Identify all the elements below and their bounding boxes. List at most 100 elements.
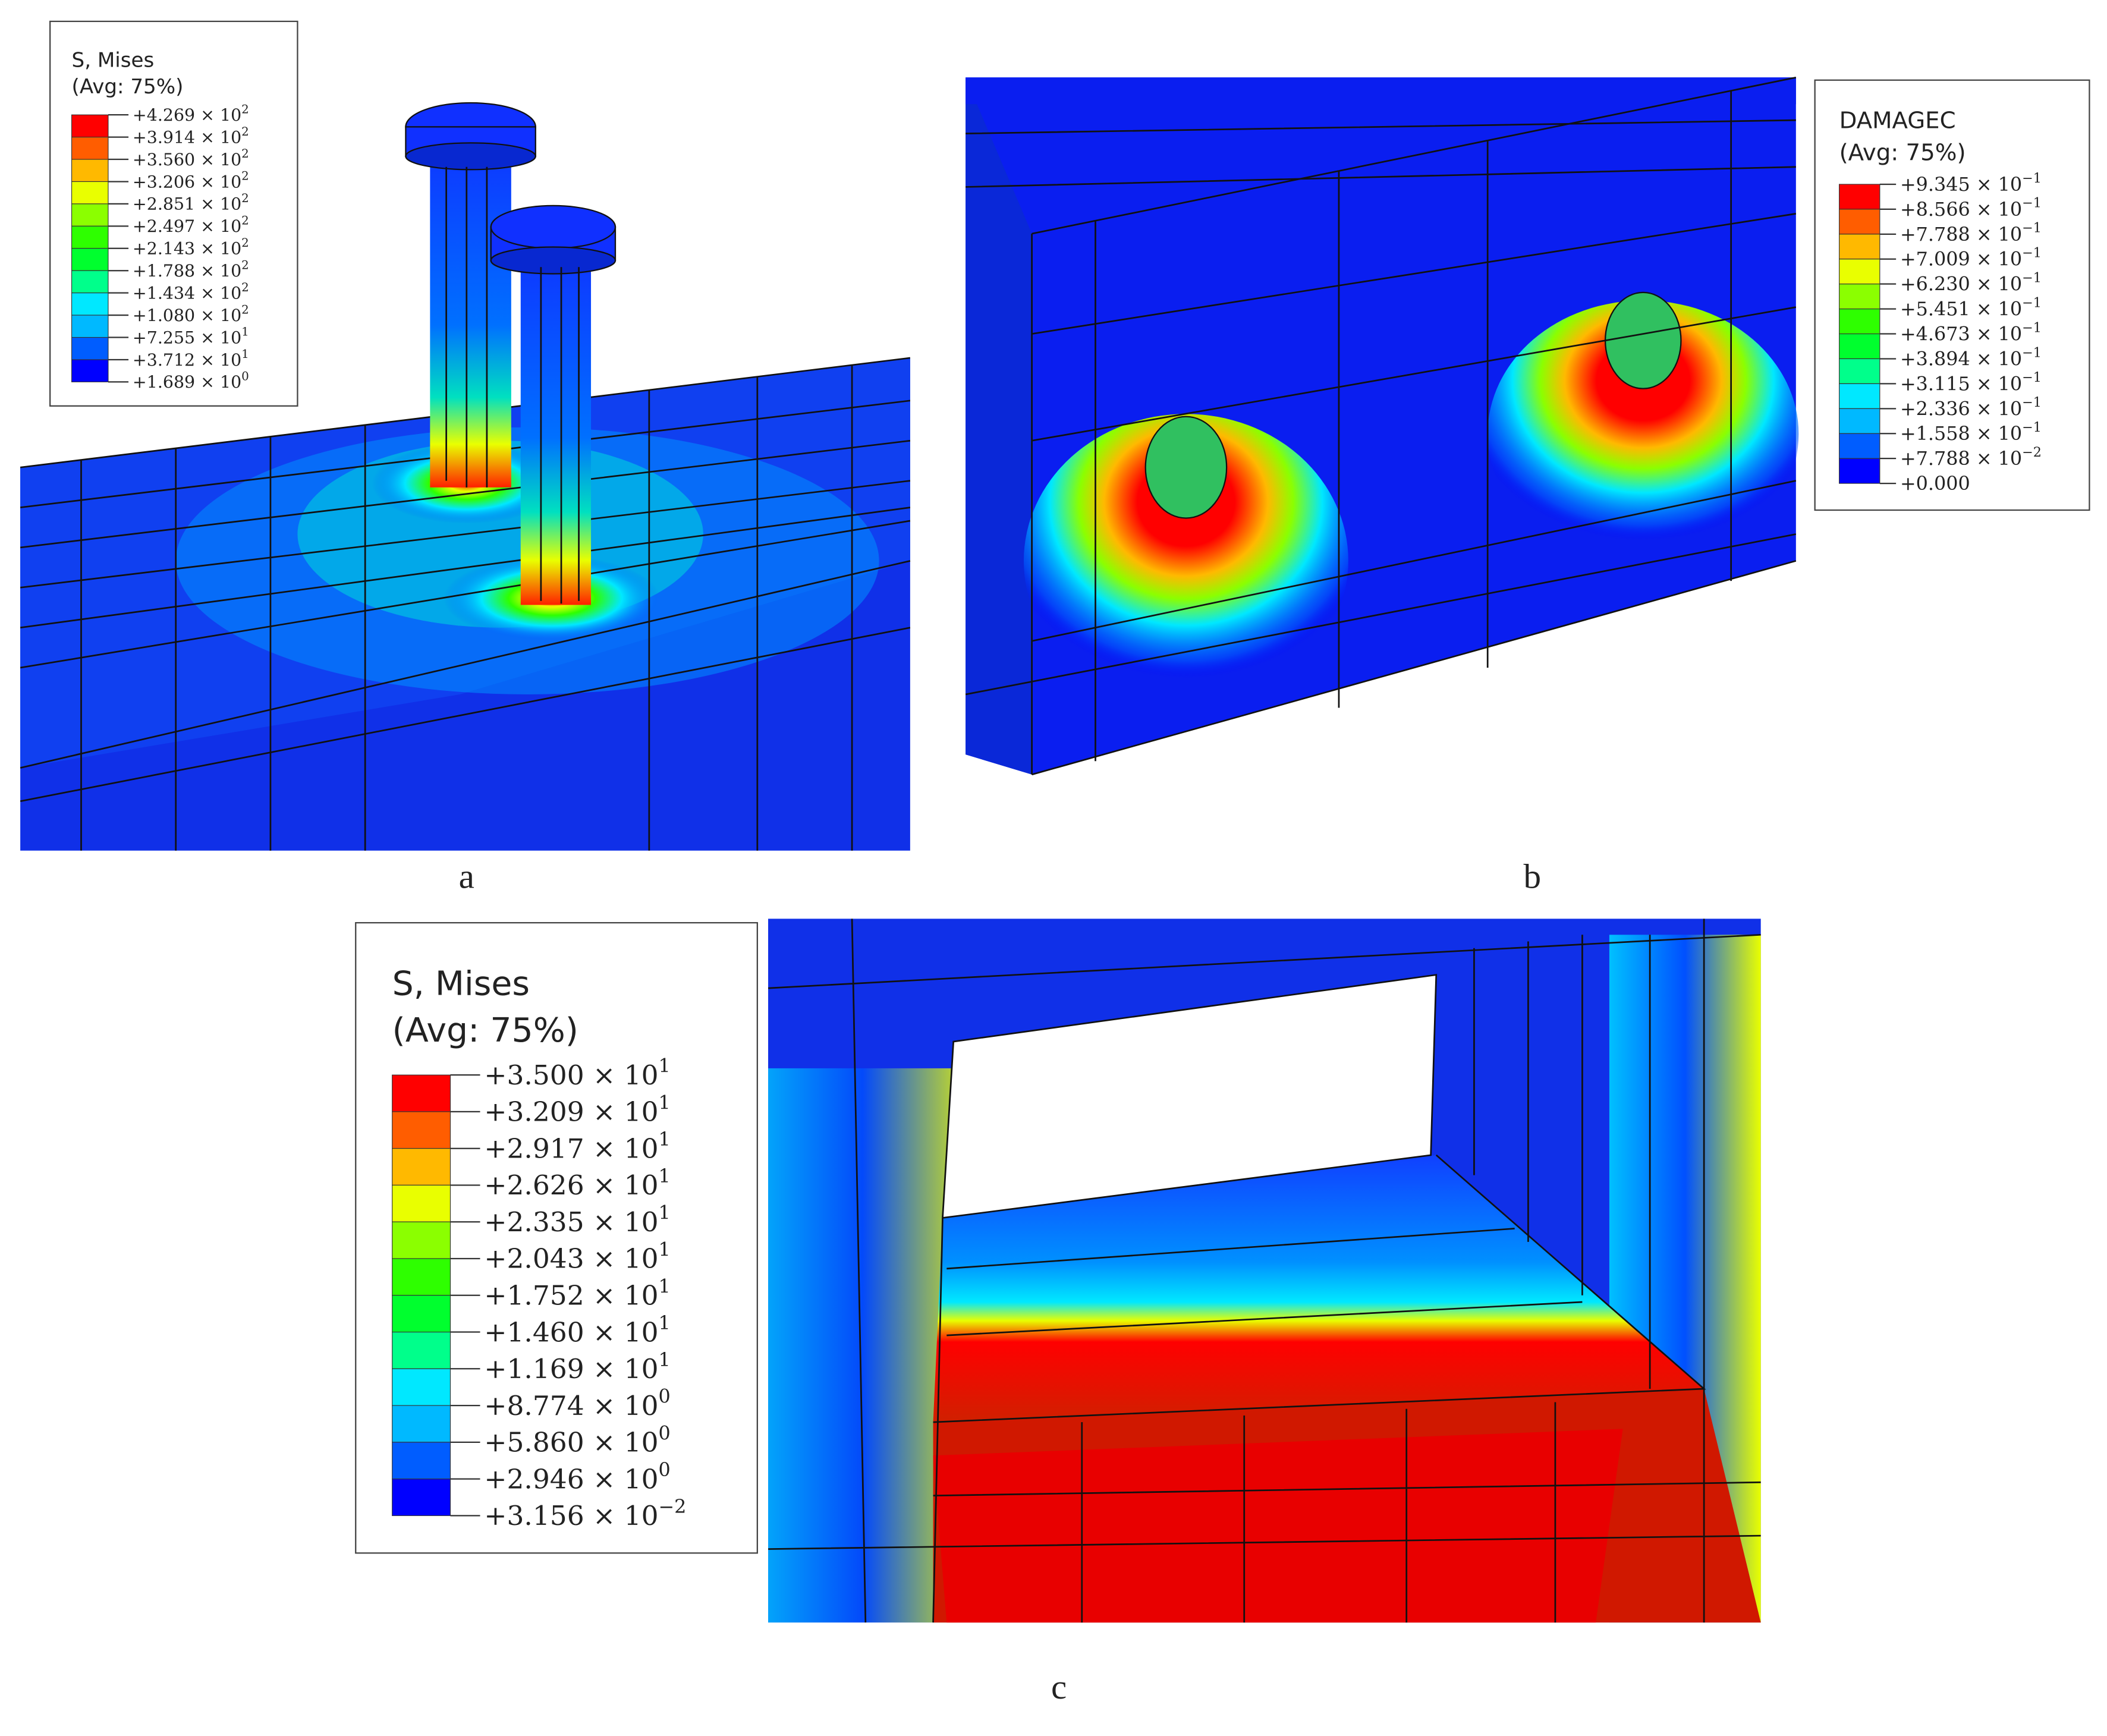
legend-label: +1.752 × 101 [484,1276,670,1311]
label-exponent: −1 [2022,196,2042,211]
legend-swatch [392,1442,451,1480]
legend-swatch [71,203,109,227]
legend-swatch [392,1368,451,1406]
legend-swatch [392,1405,451,1443]
legend-label: +3.156 × 10−2 [484,1496,686,1531]
legend-label: +1.788 × 102 [133,259,249,281]
legend-label: +3.206 × 102 [133,169,249,191]
label-exponent: 2 [241,147,249,161]
legend-subtitle: (Avg: 75%) [1839,140,1966,166]
label-exponent: −1 [2022,271,2042,286]
legend-label: +2.043 × 101 [484,1240,670,1275]
legend-label: +0.000 [1900,473,1970,495]
legend-label: +3.500 × 101 [484,1056,670,1091]
label-exponent: 2 [241,191,249,205]
label-exponent: 2 [241,259,249,272]
legend-subtitle: (Avg: 75%) [72,75,184,98]
label-base: +2.336 × 10 [1900,399,2022,420]
label-base: +1.689 × 10 [133,372,241,392]
label-base: +1.169 × 10 [484,1353,658,1385]
label-exponent: 2 [241,236,249,250]
legend-label: +4.673 × 10−1 [1900,320,2042,345]
label-base: +8.774 × 10 [484,1390,658,1421]
label-exponent: 0 [241,370,249,383]
legend-label: +2.497 × 102 [133,214,249,236]
legend-swatch [392,1479,451,1516]
legend-label: +2.335 × 101 [484,1203,670,1238]
legend-label: +2.917 × 101 [484,1129,670,1164]
label-exponent: 1 [659,1166,671,1187]
label-exponent: 1 [241,347,249,361]
label-base: +1.434 × 10 [133,284,241,303]
caption: b [1523,857,1541,896]
legend-swatch [71,159,109,183]
legend-label: +8.774 × 100 [484,1386,670,1421]
label-base: +3.209 × 10 [484,1096,658,1128]
legend-label: +9.345 × 10−1 [1900,171,2042,196]
legend-swatch [1839,184,1880,210]
legend-swatch [71,248,109,271]
legend-label: +7.255 × 101 [133,325,249,347]
label-exponent: −1 [2022,370,2042,385]
label-base: +3.712 × 10 [133,350,241,370]
label-exponent: 1 [241,325,249,339]
label-exponent: 1 [659,1350,671,1371]
legend-swatch [1839,358,1880,384]
legend-label: +1.689 × 100 [133,370,249,392]
legend-label: +3.712 × 101 [133,347,249,369]
legend-label: +2.626 × 101 [484,1166,670,1201]
label-exponent: −1 [2022,171,2042,186]
label-exponent: 1 [659,1093,671,1114]
panel-b-image [965,76,1799,776]
legend-label: +3.894 × 10−1 [1900,345,2042,370]
panel-c-image [768,919,1761,1623]
label-base: +3.560 × 10 [133,150,241,169]
legend-label: +7.009 × 10−1 [1900,246,2042,271]
caption: c [1051,1668,1067,1706]
legend-label: +4.269 × 102 [133,102,249,124]
label-exponent: −1 [2022,395,2042,410]
label-base: +3.115 × 10 [1900,374,2022,395]
label-base: +3.894 × 10 [1900,349,2022,370]
legend-label: +1.080 × 102 [133,303,249,325]
label-exponent: −2 [2022,445,2042,460]
legend-label: +5.860 × 100 [484,1423,670,1458]
label-exponent: 1 [659,1056,671,1077]
label-base: +6.230 × 10 [1900,274,2022,295]
legend-label: +1.460 × 101 [484,1313,670,1348]
legend-swatch [1839,408,1880,434]
legend-swatch [392,1331,451,1369]
label-base: +2.626 × 10 [484,1169,658,1201]
label-exponent: 2 [241,125,249,139]
legend-title: S, Mises [392,965,530,1004]
label-exponent: 1 [659,1313,671,1334]
label-base: +2.946 × 10 [484,1464,658,1495]
caption: a [459,857,474,896]
legend-swatch [71,359,109,382]
label-exponent: 2 [241,281,249,294]
label-base: +7.788 × 10 [1900,224,2022,246]
legend-swatch [71,114,109,138]
legend-label: +3.560 × 102 [133,147,249,169]
label-exponent: 2 [241,303,249,316]
legend-swatch [1839,383,1880,409]
legend-swatch [1839,284,1880,310]
label-exponent: −1 [2022,345,2042,360]
label-exponent: 0 [659,1423,671,1445]
legend-swatch [392,1258,451,1296]
label-base: +7.009 × 10 [1900,249,2022,271]
label-exponent: 0 [659,1460,671,1481]
legend-swatch [1839,259,1880,285]
label-base: +1.460 × 10 [484,1317,658,1348]
legend-swatch [1839,333,1880,360]
label-base: +3.206 × 10 [133,172,241,191]
label-exponent: −1 [2022,420,2042,435]
label-base: +2.917 × 10 [484,1133,658,1165]
legend-subtitle: (Avg: 75%) [392,1011,578,1050]
label-exponent: 1 [659,1129,671,1150]
legend-swatch [392,1111,451,1149]
label-exponent: 2 [241,169,249,183]
label-exponent: −1 [2022,320,2042,336]
label-exponent: 2 [241,102,249,116]
legend-swatch [71,270,109,294]
